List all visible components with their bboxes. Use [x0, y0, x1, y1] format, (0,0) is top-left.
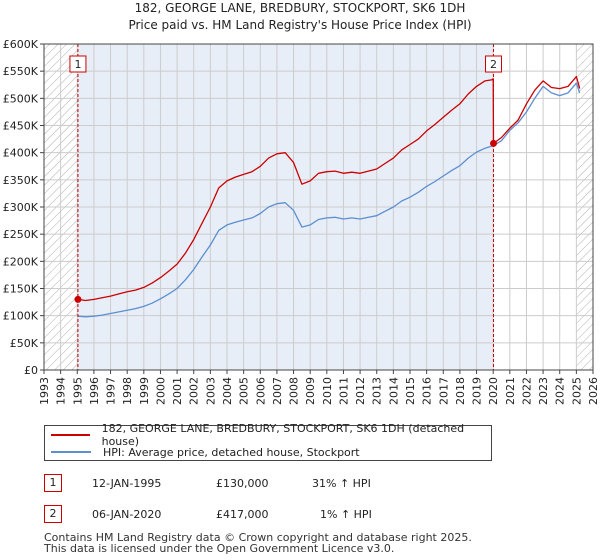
x-tick-label: 2001	[171, 377, 184, 405]
y-tick-label: £550K	[3, 65, 39, 78]
y-tick-label: £400K	[3, 147, 39, 160]
transaction-badge: 1	[44, 474, 62, 492]
x-tick-label: 2008	[288, 377, 301, 405]
footer-license: This data is licensed under the Open Gov…	[44, 542, 395, 555]
x-tick-label: 1999	[138, 377, 151, 405]
x-tick-label: 2000	[154, 377, 167, 405]
y-tick-label: £250K	[3, 228, 39, 241]
x-tick-label: 1996	[88, 377, 101, 405]
sale-marker-label: 2	[490, 58, 497, 71]
x-tick-label: 2026	[587, 377, 600, 405]
footer-copyright: Contains HM Land Registry data © Crown c…	[44, 531, 472, 544]
x-tick-label: 2013	[371, 377, 384, 405]
x-tick-label: 2011	[337, 377, 350, 405]
x-tick-label: 1993	[38, 377, 51, 405]
x-tick-label: 2023	[537, 377, 550, 405]
x-tick-label: 2014	[387, 377, 400, 405]
legend-line-red	[51, 434, 90, 436]
x-tick-label: 2002	[188, 377, 201, 405]
y-tick-label: £150K	[3, 283, 39, 296]
x-tick-label: 2012	[354, 377, 367, 405]
x-tick-label: 1997	[105, 377, 118, 405]
transaction-date: 06-JAN-2020	[92, 508, 162, 521]
transaction-hpi-change: 31% ↑ HPI	[312, 477, 371, 490]
legend-item-property: 182, GEORGE LANE, BREDBURY, STOCKPORT, S…	[51, 422, 491, 448]
x-tick-label: 1998	[121, 377, 134, 405]
x-tick-label: 2003	[204, 377, 217, 405]
y-tick-label: £600K	[3, 38, 39, 51]
x-tick-label: 2021	[504, 377, 517, 405]
sale-marker-box	[69, 55, 87, 73]
x-tick-label: 2009	[304, 377, 317, 405]
y-tick-label: £300K	[3, 201, 39, 214]
transaction-hpi-change: 1% ↑ HPI	[320, 508, 372, 521]
x-tick-label: 2020	[487, 377, 500, 405]
transaction-badge: 2	[44, 505, 62, 523]
legend-label-hpi: HPI: Average price, detached house, Stoc…	[103, 445, 360, 459]
x-tick-label: 2016	[421, 377, 434, 405]
sale-point	[490, 139, 498, 147]
y-tick-label: £500K	[3, 92, 39, 105]
x-tick-label: 1995	[71, 377, 84, 405]
x-tick-label: 2007	[271, 377, 284, 405]
x-tick-label: 2022	[520, 377, 533, 405]
plot-border	[43, 43, 594, 371]
y-tick-label: £100K	[3, 310, 39, 323]
property-price-line	[77, 75, 581, 302]
transaction-price: £417,000	[216, 508, 269, 521]
x-tick-label: 2024	[554, 377, 567, 405]
y-tick-label: £450K	[3, 120, 39, 133]
legend: 182, GEORGE LANE, BREDBURY, STOCKPORT, S…	[44, 422, 492, 461]
y-tick-label: £200K	[3, 255, 39, 268]
y-tick-label: £50K	[10, 337, 39, 350]
sale-point	[74, 295, 82, 303]
y-tick-label: £0	[24, 364, 38, 377]
x-tick-label: 2015	[404, 377, 417, 405]
legend-label-property: 182, GEORGE LANE, BREDBURY, STOCKPORT, S…	[101, 422, 465, 448]
transaction-price: £130,000	[216, 477, 269, 490]
y-tick-label: £350K	[3, 174, 39, 187]
x-tick-label: 2010	[321, 377, 334, 405]
legend-item-hpi: HPI: Average price, detached house, Stoc…	[51, 444, 360, 460]
legend-line-blue	[51, 451, 91, 453]
sale-marker-box	[485, 55, 503, 73]
chart-subtitle: Price paid vs. HM Land Registry's House …	[128, 18, 471, 32]
x-tick-label: 2018	[454, 377, 467, 405]
transaction-date: 12-JAN-1995	[92, 477, 162, 490]
x-tick-label: 2004	[221, 377, 234, 405]
price-chart: 182, GEORGE LANE, BREDBURY, STOCKPORT, S…	[3, 1, 600, 405]
x-tick-label: 1994	[55, 377, 68, 405]
footer: Contains HM Land Registry data © Crown c…	[44, 532, 472, 554]
chart-title: 182, GEORGE LANE, BREDBURY, STOCKPORT, S…	[135, 1, 466, 15]
hpi-line	[77, 82, 581, 318]
x-tick-label: 2019	[471, 377, 484, 405]
x-tick-label: 2006	[254, 377, 267, 405]
sale-marker-label: 1	[74, 58, 81, 71]
x-tick-label: 2017	[437, 377, 450, 405]
x-tick-label: 2005	[238, 377, 251, 405]
x-tick-label: 2025	[570, 377, 583, 405]
